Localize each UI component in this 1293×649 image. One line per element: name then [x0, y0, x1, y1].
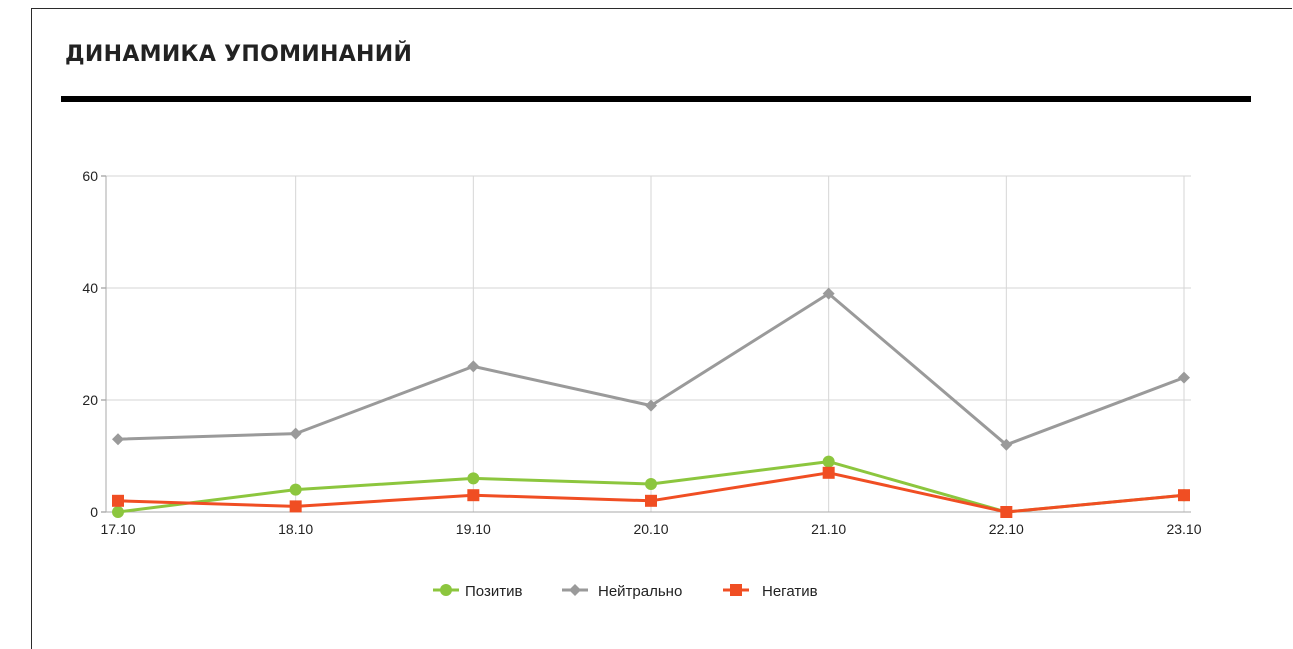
grid — [106, 175, 1191, 512]
data-point — [467, 489, 480, 502]
legend-item: Позитив — [433, 583, 522, 600]
x-tick-label: 21.10 — [811, 521, 846, 537]
data-point — [822, 455, 835, 468]
series-1 — [112, 287, 1190, 451]
legend: Позитив Нейтрально Негатив — [433, 583, 818, 600]
series — [112, 287, 1190, 518]
x-tick-label: 17.10 — [100, 521, 135, 537]
data-point — [289, 427, 302, 440]
legend-swatch-marker — [569, 584, 581, 596]
legend-item: Негатив — [723, 583, 818, 600]
data-point — [822, 287, 835, 300]
data-point — [1178, 489, 1190, 502]
data-point — [822, 466, 835, 479]
y-tick-label: 40 — [82, 280, 98, 296]
data-point — [112, 433, 124, 446]
data-point — [645, 494, 657, 507]
x-tick-label: 18.10 — [278, 521, 313, 537]
data-point — [289, 500, 302, 513]
data-point — [645, 478, 657, 490]
data-point — [467, 472, 480, 485]
y-tick-label: 20 — [82, 392, 98, 408]
legend-label: Нейтрально — [598, 583, 682, 600]
data-point — [1178, 371, 1190, 384]
legend-label: Негатив — [762, 583, 818, 600]
legend-item: Нейтрально — [562, 583, 682, 600]
data-point — [112, 494, 124, 507]
data-point — [112, 506, 124, 518]
x-tick-label: 22.10 — [989, 521, 1024, 537]
chart-panel — [31, 8, 1292, 649]
axes: 0 20 40 60 17.10 18.10 19.10 20.10 21.10 22.10 23.… — [82, 168, 1201, 537]
legend-swatch-marker — [730, 584, 742, 596]
title-underline — [61, 96, 1251, 102]
x-tick-label: 19.10 — [456, 521, 491, 537]
data-point — [1000, 438, 1013, 451]
data-point — [467, 360, 480, 373]
data-point — [289, 483, 302, 496]
legend-swatch-marker — [440, 584, 452, 596]
y-tick-label: 0 — [90, 504, 98, 520]
data-point — [1000, 506, 1013, 518]
x-tick-label: 23.10 — [1166, 521, 1201, 537]
series-2 — [112, 466, 1190, 518]
legend-label: Позитив — [465, 583, 522, 600]
y-tick-label: 60 — [82, 168, 98, 184]
chart-title: ДИНАМИКА УПОМИНАНИЙ — [65, 42, 413, 67]
x-tick-label: 20.10 — [633, 521, 668, 537]
data-point — [645, 399, 657, 412]
